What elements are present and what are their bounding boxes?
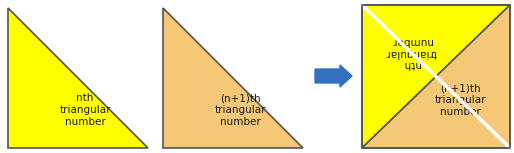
- Polygon shape: [163, 8, 303, 148]
- FancyArrow shape: [315, 65, 352, 87]
- Text: nth
triangular
number: nth triangular number: [59, 93, 111, 127]
- Polygon shape: [362, 5, 510, 148]
- Text: nth
triangular
number: nth triangular number: [386, 36, 437, 69]
- Text: (n+1)th
triangular
number: (n+1)th triangular number: [435, 84, 486, 117]
- Text: (n+1)th
triangular
number: (n+1)th triangular number: [214, 93, 266, 127]
- Polygon shape: [8, 8, 148, 148]
- Polygon shape: [362, 5, 510, 148]
